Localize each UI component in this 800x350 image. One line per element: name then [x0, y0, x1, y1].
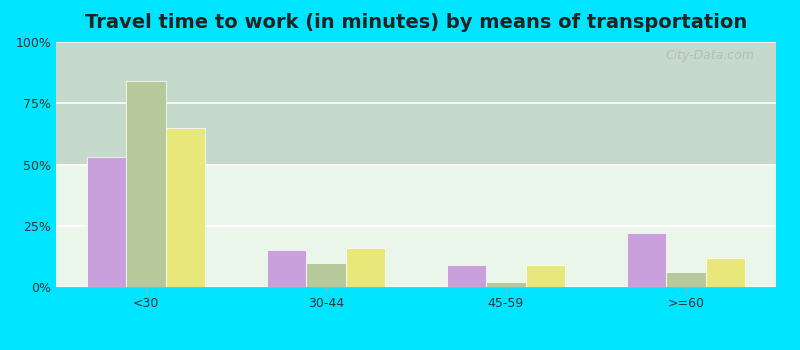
Bar: [706, 258, 746, 287]
Bar: [346, 248, 386, 287]
Bar: [126, 81, 166, 287]
Bar: [626, 233, 666, 287]
Bar: [166, 128, 206, 287]
Bar: [526, 265, 566, 287]
Title: Travel time to work (in minutes) by means of transportation: Travel time to work (in minutes) by mean…: [85, 13, 747, 32]
Bar: [86, 157, 126, 287]
Bar: [486, 282, 526, 287]
Bar: [666, 272, 706, 287]
Bar: [306, 262, 346, 287]
Text: City-Data.com: City-Data.com: [666, 49, 754, 62]
Bar: [446, 265, 486, 287]
Bar: [266, 250, 306, 287]
